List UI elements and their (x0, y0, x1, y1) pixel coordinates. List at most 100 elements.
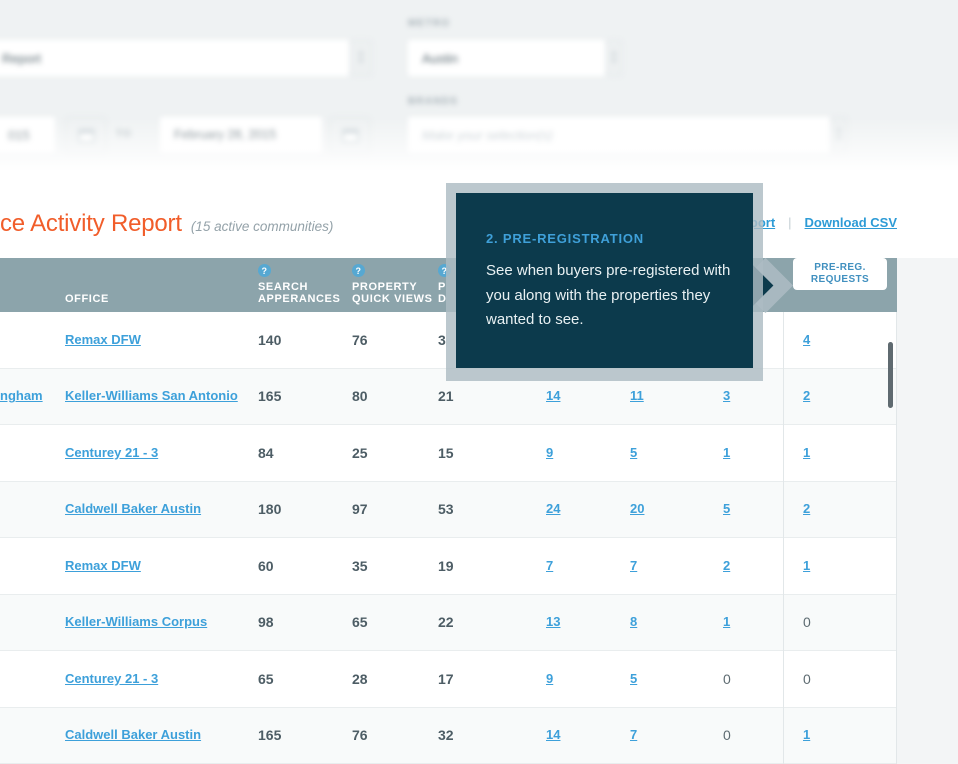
page-title: ce Activity Report (0, 210, 182, 237)
report-type-select[interactable]: Report (0, 40, 349, 76)
office-link[interactable]: Centurey 21 - 3 (65, 444, 159, 460)
office-link[interactable]: Keller-Williams Corpus (65, 614, 208, 630)
metric-cell: 53 (438, 501, 454, 518)
metric-link[interactable]: 7 (630, 727, 638, 743)
metric-link[interactable]: 5 (630, 444, 638, 460)
metric-link[interactable]: 1 (803, 444, 811, 460)
office-link[interactable]: Keller-Williams San Antonio (65, 388, 238, 404)
metric-link[interactable]: 14 (546, 388, 561, 404)
table-row: Keller-Williams Corpus 98 65 22 13 8 1 0 (0, 594, 897, 651)
metric-link[interactable]: 24 (546, 501, 561, 517)
page-gutter (897, 258, 958, 764)
metric-link[interactable]: 1 (803, 557, 811, 573)
office-cell: Keller-Williams Corpus (65, 613, 258, 631)
office-link[interactable]: Remax DFW (65, 557, 141, 573)
metric-cell: 25 (352, 444, 368, 461)
header-office: OFFICE (65, 293, 109, 305)
office-link[interactable]: Centurey 21 - 3 (65, 670, 159, 686)
metric-cell: 17 (438, 670, 454, 687)
metric-cell: 7 (630, 557, 723, 575)
table-row: Caldwell Baker Austin 165 76 32 14 7 0 1 (0, 707, 897, 764)
metric-link[interactable]: 20 (630, 501, 645, 517)
metric-cell: 5 (630, 670, 723, 688)
metric-cell: 8 (630, 613, 723, 631)
brands-spinner-icon[interactable]: ▲ ▼ (831, 117, 847, 153)
metric-cell: 19 (438, 557, 454, 574)
metric-link[interactable]: 5 (630, 670, 638, 686)
metric-link[interactable]: 1 (723, 444, 731, 460)
metric-link[interactable]: 2 (803, 388, 811, 404)
metric-cell: 2 (783, 387, 897, 405)
page-subtitle: (15 active communities) (190, 219, 334, 234)
metric-cell: 0 (723, 670, 731, 687)
header-property-quick-views: ? PROPERTY QUICK VIEWS (352, 264, 433, 305)
metric-link[interactable]: 8 (630, 614, 638, 630)
report-type-value: Report (2, 50, 42, 66)
calendar-icon (77, 128, 95, 143)
metric-link[interactable]: 11 (630, 388, 644, 404)
question-icon[interactable]: ? (258, 264, 271, 277)
metric-cell: 13 (546, 613, 630, 631)
metric-link[interactable]: 4 (803, 331, 811, 347)
metric-cell: 9 (546, 444, 630, 462)
metric-link[interactable]: 5 (723, 501, 731, 517)
metric-link[interactable]: 2 (803, 501, 811, 517)
metric-cell: 0 (803, 670, 811, 687)
metric-cell: 24 (546, 500, 630, 518)
vertical-scrollbar[interactable] (888, 342, 893, 408)
walkthrough-tooltip: 2. PRE-REGISTRATION See when buyers pre-… (446, 183, 763, 381)
report-type-spinner-icon[interactable]: ▲ ▼ (350, 40, 372, 76)
metric-link[interactable]: 9 (546, 670, 554, 686)
metric-cell: 1 (783, 444, 897, 462)
date-to-calendar-button[interactable] (330, 117, 370, 154)
brands-multiselect[interactable]: Make your selection(s) (408, 117, 830, 153)
metric-link[interactable]: 3 (723, 388, 731, 404)
metric-cell: 76 (352, 331, 368, 348)
download-csv-link[interactable]: Download CSV (804, 215, 897, 230)
header-prereg-requests: PRE-REG. REQUESTS (783, 258, 897, 312)
table-row: Centurey 21 - 3 65 28 17 9 5 0 0 (0, 651, 897, 708)
metric-cell: 7 (630, 726, 723, 744)
metric-cell: 3 (438, 331, 446, 348)
office-link[interactable]: Remax DFW (65, 331, 141, 347)
metric-cell: 28 (352, 670, 368, 687)
metric-link[interactable]: 7 (546, 557, 554, 573)
office-link[interactable]: Caldwell Baker Austin (65, 727, 202, 743)
metric-cell: 0 (803, 614, 811, 631)
metric-link[interactable]: 14 (546, 727, 561, 743)
metric-link[interactable]: 7 (630, 557, 638, 573)
question-icon[interactable]: ? (352, 264, 365, 277)
office-cell: Centurey 21 - 3 (65, 670, 258, 688)
metric-cell: 5 (723, 500, 783, 518)
metric-cell: 65 (352, 614, 368, 631)
tooltip-body-text: See when buyers pre-registered with you … (486, 262, 731, 328)
metric-cell: 4 (783, 331, 897, 349)
date-from-input[interactable]: 015 (0, 117, 55, 153)
date-from-calendar-button[interactable] (66, 117, 106, 154)
office-cell: Remax DFW (65, 331, 258, 349)
metric-cell: 2 (783, 500, 897, 518)
metric-cell: 165 (258, 727, 282, 744)
office-link[interactable]: Caldwell Baker Austin (65, 501, 202, 517)
date-from-value: 015 (8, 127, 30, 143)
metric-link[interactable]: 1 (803, 727, 811, 743)
metro-spinner-icon[interactable]: ▲ ▼ (606, 40, 622, 76)
metric-link[interactable]: 13 (546, 614, 561, 630)
office-cell: Caldwell Baker Austin (65, 726, 258, 744)
date-to-input[interactable]: February 28, 2015 (160, 117, 322, 153)
metric-link[interactable]: 2 (723, 557, 731, 573)
metric-link[interactable]: 1 (723, 614, 731, 630)
metro-select[interactable]: Austin (408, 40, 605, 76)
metric-cell: 98 (258, 614, 274, 631)
metric-cell: 1 (783, 726, 897, 744)
metric-link[interactable]: 9 (546, 444, 554, 460)
table-row: Centurey 21 - 3 84 25 15 9 5 1 1 (0, 425, 897, 482)
metric-cell: 14 (546, 387, 630, 405)
date-range-to-label: TO (116, 129, 132, 140)
prereg-column-divider (783, 312, 784, 764)
metric-cell: 97 (352, 501, 368, 518)
metric-cell: 7 (546, 557, 630, 575)
agent-link[interactable]: ngham (0, 388, 43, 404)
table-row: Caldwell Baker Austin 180 97 53 24 20 5 2 (0, 481, 897, 538)
